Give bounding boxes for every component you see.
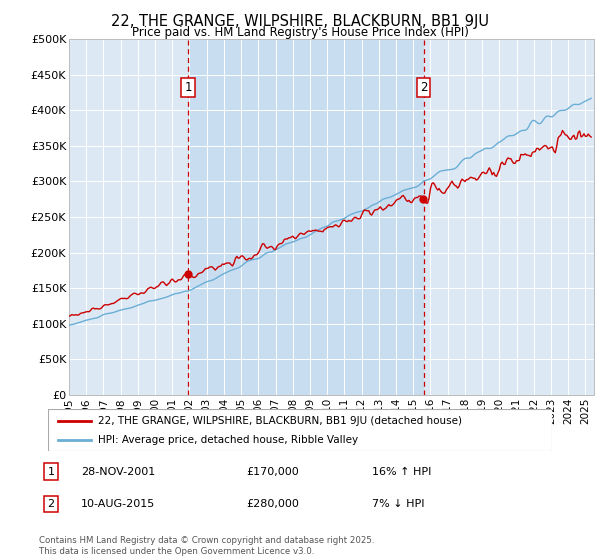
Text: 2: 2 (47, 499, 55, 509)
Text: 2: 2 (420, 81, 428, 94)
Text: 10-AUG-2015: 10-AUG-2015 (81, 499, 155, 509)
Text: Price paid vs. HM Land Registry's House Price Index (HPI): Price paid vs. HM Land Registry's House … (131, 26, 469, 39)
Text: 1: 1 (184, 81, 191, 94)
Text: 22, THE GRANGE, WILPSHIRE, BLACKBURN, BB1 9JU: 22, THE GRANGE, WILPSHIRE, BLACKBURN, BB… (111, 14, 489, 29)
Text: Contains HM Land Registry data © Crown copyright and database right 2025.
This d: Contains HM Land Registry data © Crown c… (39, 536, 374, 556)
Text: £280,000: £280,000 (246, 499, 299, 509)
Text: 28-NOV-2001: 28-NOV-2001 (81, 466, 155, 477)
Text: £170,000: £170,000 (246, 466, 299, 477)
Bar (188, 39, 424, 395)
Text: 22, THE GRANGE, WILPSHIRE, BLACKBURN, BB1 9JU (detached house): 22, THE GRANGE, WILPSHIRE, BLACKBURN, BB… (98, 416, 463, 426)
Text: HPI: Average price, detached house, Ribble Valley: HPI: Average price, detached house, Ribb… (98, 435, 359, 445)
Text: 16% ↑ HPI: 16% ↑ HPI (372, 466, 431, 477)
Text: 1: 1 (47, 466, 55, 477)
Text: 7% ↓ HPI: 7% ↓ HPI (372, 499, 425, 509)
FancyBboxPatch shape (48, 409, 552, 451)
